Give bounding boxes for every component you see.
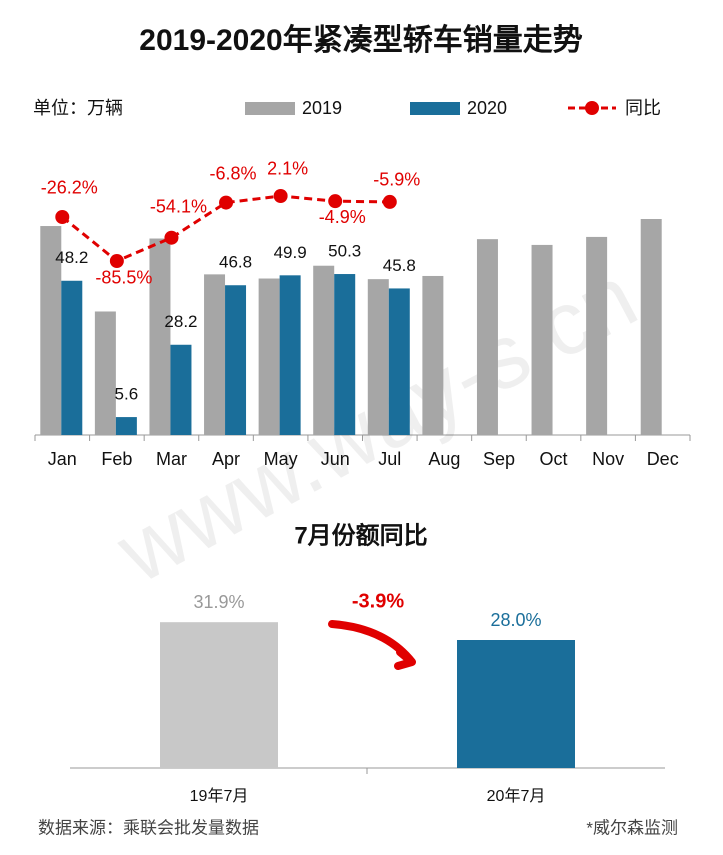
note: *威尔森监测	[586, 818, 678, 837]
bar	[61, 280, 83, 435]
bar	[334, 274, 356, 435]
data-label: -4.9%	[319, 207, 366, 227]
legend-label: 2019	[302, 98, 342, 118]
data-label: 48.2	[55, 248, 88, 267]
source: 数据来源：乘联会批发量数据	[38, 818, 259, 837]
bar	[204, 274, 226, 435]
x-tick-label: Apr	[212, 449, 240, 469]
data-label: 45.8	[383, 256, 416, 275]
legend-swatch	[410, 102, 460, 115]
arrow	[328, 620, 416, 670]
bar	[115, 417, 137, 435]
x-tick-label: Jun	[321, 449, 350, 469]
annotation: -3.9%	[352, 590, 404, 612]
legend-marker	[585, 101, 599, 115]
bar	[422, 275, 444, 435]
data-label: 31.9%	[193, 592, 244, 612]
data-label: 28.0%	[490, 610, 541, 630]
bar	[640, 219, 662, 435]
legend-label: 同比	[625, 98, 661, 118]
bar	[367, 279, 389, 435]
bar	[40, 226, 62, 435]
bar	[170, 344, 192, 435]
marker	[109, 253, 124, 268]
marker	[164, 230, 179, 245]
bar	[149, 238, 171, 435]
bar	[279, 275, 301, 435]
bar	[586, 236, 608, 435]
data-label: 5.6	[115, 385, 139, 404]
bar	[313, 265, 335, 435]
data-label: 50.3	[328, 242, 361, 261]
data-label: 28.2	[164, 312, 197, 331]
data-label: -5.9%	[373, 170, 420, 190]
marker	[382, 194, 397, 209]
data-label: -85.5%	[95, 268, 152, 288]
data-label: -54.1%	[150, 196, 207, 216]
x-tick-label: Jul	[378, 449, 401, 469]
x-tick-label: Aug	[428, 449, 460, 469]
x-tick-label: Feb	[101, 449, 132, 469]
legend-swatch	[245, 102, 295, 115]
x-tick-label: 19年7月	[190, 787, 249, 805]
bar	[225, 285, 247, 435]
data-label: -26.2%	[41, 178, 98, 198]
x-tick-label: Nov	[592, 449, 624, 469]
data-label: 49.9	[274, 243, 307, 262]
data-label: 46.8	[219, 253, 252, 272]
x-tick-label: Oct	[540, 449, 568, 469]
marker	[55, 209, 70, 224]
marker	[273, 188, 288, 203]
chart-title: 2019-2020年紧凑型轿车销量走势	[139, 23, 582, 57]
unit-label: 单位：万辆	[33, 98, 123, 118]
x-tick-label: Jan	[48, 449, 77, 469]
bar	[160, 622, 278, 768]
x-tick-label: Mar	[156, 449, 187, 469]
x-tick-label: 20年7月	[487, 787, 546, 805]
marker	[328, 194, 343, 209]
bar	[94, 311, 116, 435]
bar	[388, 288, 410, 435]
data-label: -6.8%	[210, 163, 257, 183]
x-tick-label: May	[264, 449, 298, 469]
data-label: 2.1%	[267, 159, 308, 179]
bar	[258, 278, 280, 435]
x-tick-label: Sep	[483, 449, 515, 469]
bar	[457, 640, 575, 768]
chart-title: 7月份额同比	[294, 522, 427, 549]
x-tick-label: Dec	[647, 449, 679, 469]
bar	[531, 244, 553, 435]
bar	[476, 239, 498, 435]
legend-label: 2020	[467, 98, 507, 118]
marker	[219, 195, 234, 210]
